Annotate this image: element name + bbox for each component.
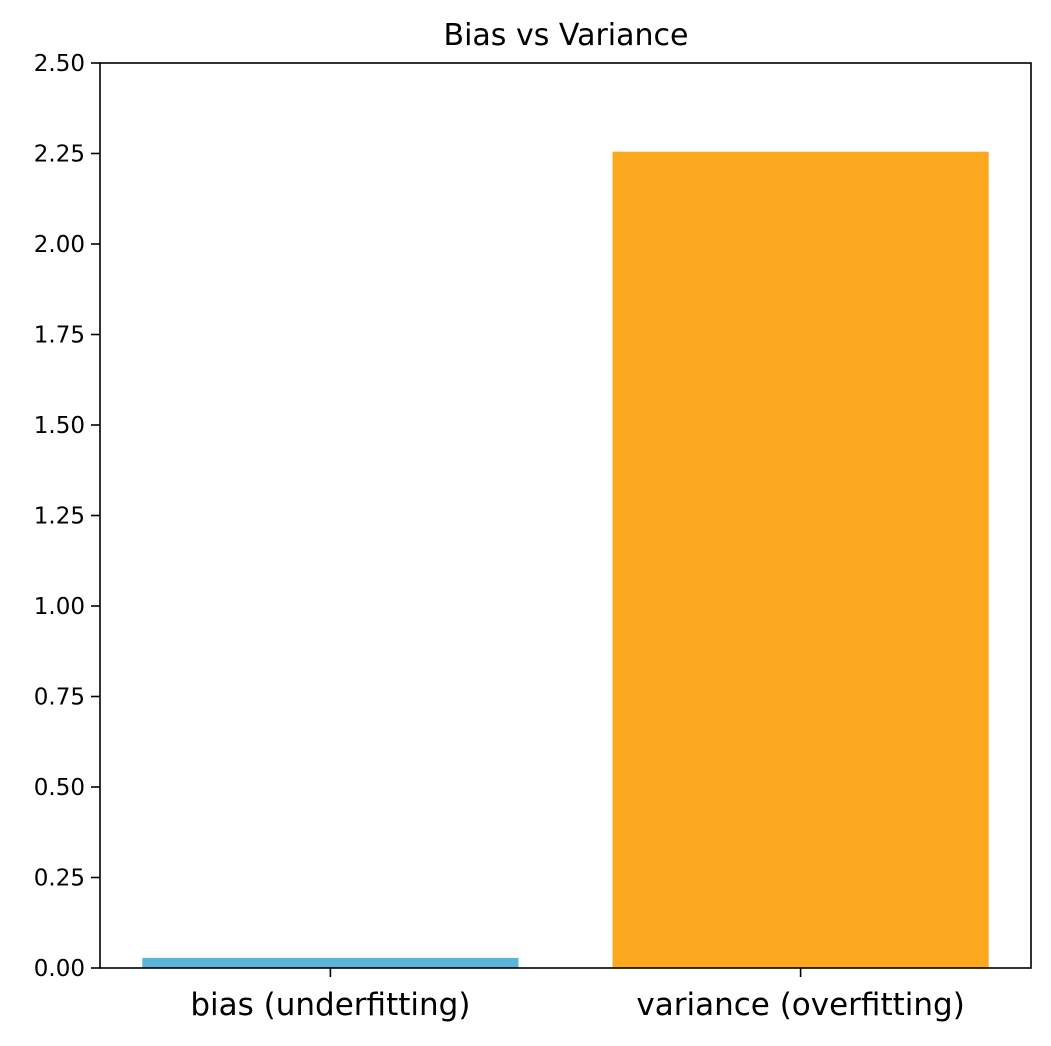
y-tick-label: 0.75	[34, 685, 85, 711]
y-tick-label: 0.25	[34, 866, 85, 892]
bar-0	[142, 957, 519, 968]
chart-title: Bias vs Variance	[444, 18, 689, 53]
y-tick-label: 0.50	[34, 775, 85, 801]
y-tick-label: 2.00	[34, 232, 85, 258]
y-tick-label: 0.00	[34, 956, 85, 982]
plot-frame	[99, 62, 1032, 969]
bars-group	[142, 151, 989, 968]
y-tick-label: 2.50	[34, 51, 85, 77]
y-tick-label: 1.00	[34, 594, 85, 620]
y-tick-label: 1.75	[34, 323, 85, 349]
y-tick-label: 2.25	[34, 142, 85, 168]
x-tick-label: bias (underfitting)	[190, 987, 470, 1023]
bar-1	[612, 151, 989, 968]
y-tick-label: 1.50	[34, 413, 85, 439]
y-tick-label: 1.25	[34, 504, 85, 530]
x-axis: bias (underfitting) variance (overfitting…	[190, 968, 965, 1023]
x-tick-label: variance (overfitting)	[636, 987, 964, 1023]
y-axis: 0.00 0.25 0.50 0.75 1.00 1.25 1.50 1.75 2.00 2.25…	[34, 51, 100, 982]
